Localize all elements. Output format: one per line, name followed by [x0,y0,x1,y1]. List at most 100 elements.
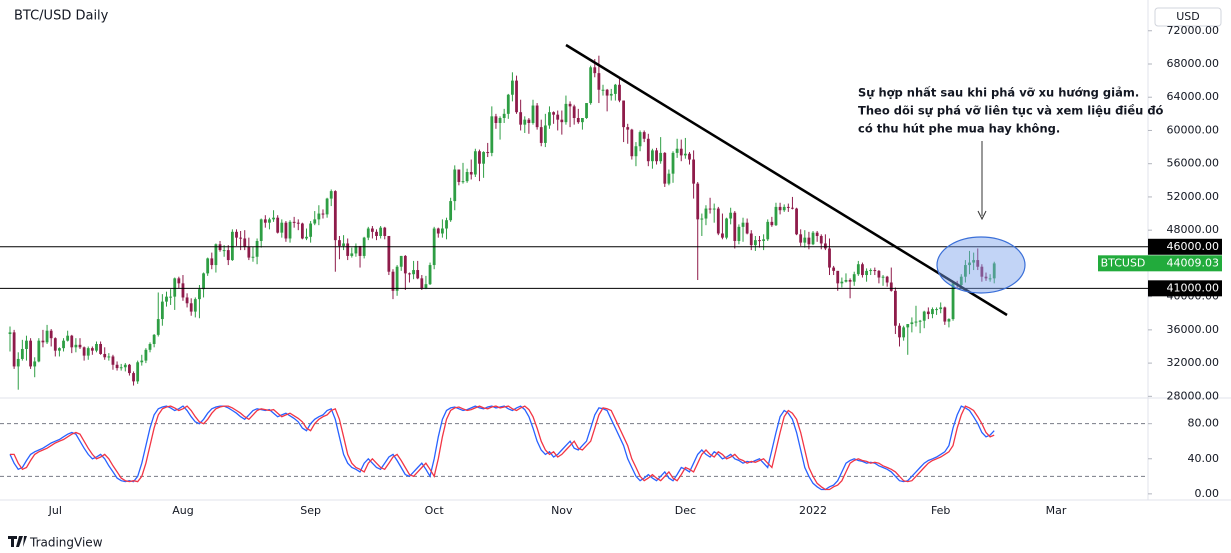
candle-body [82,347,86,356]
candle-body [296,222,300,224]
candle-body [313,219,317,224]
candle-body [811,232,815,245]
y-tick-label: 40.00 [1188,452,1220,465]
candle-body [354,245,358,254]
candle-body [836,270,840,284]
candle-body [453,169,457,202]
candle-body [696,183,700,220]
candle-body [268,219,271,223]
candle-body [931,309,934,315]
candle-body [305,236,308,239]
x-tick-label: Sep [300,504,321,517]
candle-body [90,348,94,351]
candle-body [243,238,247,247]
candle-body [848,280,852,282]
candle-body [712,208,716,210]
x-tick-label: Oct [425,504,445,517]
candle-body [581,117,584,123]
candle-body [992,263,996,279]
level-label: 46000.00 [1167,240,1220,253]
candle-body [329,191,333,199]
candle-body [622,100,625,128]
candle-body [745,222,749,234]
candle-body [333,191,337,241]
candle-body [449,201,453,221]
candle-body [766,221,770,240]
candle-body [683,153,687,156]
candle-body [202,273,205,290]
candle-body [778,206,782,211]
candle-body [576,117,580,123]
candle-body [840,281,844,284]
oscillator-line [9,405,995,491]
level-tag [1148,238,1222,255]
candle-body [721,233,724,238]
last-price-name-tag [1098,255,1148,272]
currency[interactable]: USD [1176,10,1200,23]
candle-body [716,208,720,234]
annotation: Sự hợp nhất sau khi phá vỡ xu hướng giảm… [858,86,1164,136]
candle-body [436,228,440,234]
candle-body [803,237,807,243]
candle-body [795,208,798,235]
y-tick-label: 28000.00 [1167,389,1220,402]
candle-body [642,132,646,139]
annotation-line: Sự hợp nhất sau khi phá vỡ xu hướng giảm… [858,86,1139,100]
candle-body [984,276,988,279]
candle-body [148,343,152,350]
candle-body [29,340,32,367]
candle-body [482,152,485,164]
candle-body [383,227,387,236]
brand: TradingView [29,536,103,550]
candle-body [626,127,630,130]
candle-body [708,208,712,210]
candle-body [25,340,28,349]
candle-body [490,116,494,153]
candle-body [136,362,140,382]
candle-body [861,264,864,276]
candle-body [169,296,173,298]
plot: 28000.0032000.0036000.0040000.0044000.00… [0,24,1222,517]
candle-body [605,89,609,96]
currency-box[interactable] [1154,7,1222,27]
candle-body [107,356,111,358]
candle-body [844,280,848,282]
level-label: 41000.00 [1167,281,1220,294]
candle-body [799,234,803,243]
candle-body [548,112,551,126]
candle-body [893,290,897,326]
candle-body [906,324,910,328]
candle-body [8,332,12,335]
y-tick-label: 80.00 [1188,417,1220,430]
annotation-line: có thu hút phe mua hay không. [858,122,1060,136]
candle-body [461,181,465,183]
candle-body [753,240,757,246]
candle-body [288,221,292,239]
y-tick-label: 36000.00 [1167,323,1220,336]
candle-body [441,228,444,234]
candle-body [560,119,564,123]
candle-body [317,213,321,220]
candle-body [918,320,922,322]
brand-logo [8,536,27,547]
arrow-head [977,210,987,221]
candle-body [41,340,45,343]
y-tick-label: 32000.00 [1167,356,1220,369]
candle-body [552,112,555,115]
candle-body [585,103,588,118]
candle-body [889,282,893,291]
candle-body [181,283,185,298]
candle-body [593,67,597,74]
candle-body [132,373,135,382]
candle-body [284,222,288,239]
candle-body [823,243,827,249]
candle-body [856,264,860,275]
candle-body [959,276,963,286]
candle-body [66,335,70,341]
candle-body [20,348,24,359]
highlight-ellipse [936,236,1026,294]
candle-body [338,240,341,246]
candle-body [885,276,889,283]
